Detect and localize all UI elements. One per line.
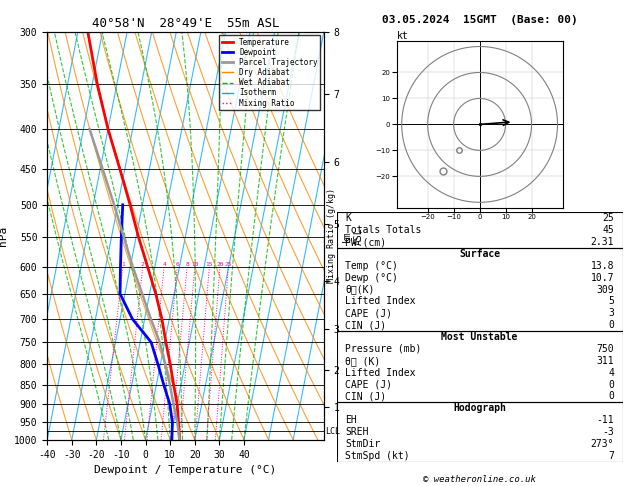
Text: 2: 2 <box>141 261 145 267</box>
Text: Dewp (°C): Dewp (°C) <box>345 273 398 283</box>
Text: Totals Totals: Totals Totals <box>345 225 421 235</box>
Text: 4: 4 <box>162 261 166 267</box>
Text: Mixing Ratio (g/kg): Mixing Ratio (g/kg) <box>327 188 336 283</box>
Text: θᴇ (K): θᴇ (K) <box>345 356 381 366</box>
Text: CAPE (J): CAPE (J) <box>345 308 392 318</box>
Text: K: K <box>345 213 351 224</box>
Text: -3: -3 <box>603 427 614 437</box>
Legend: Temperature, Dewpoint, Parcel Trajectory, Dry Adiabat, Wet Adiabat, Isotherm, Mi: Temperature, Dewpoint, Parcel Trajectory… <box>220 35 320 110</box>
Bar <box>337 331 623 402</box>
Text: 25: 25 <box>603 213 614 224</box>
Text: 20: 20 <box>216 261 224 267</box>
Text: 1: 1 <box>121 261 125 267</box>
Text: 3: 3 <box>608 308 614 318</box>
Text: 15: 15 <box>206 261 213 267</box>
Y-axis label: hPa: hPa <box>0 226 8 246</box>
Text: 0: 0 <box>608 320 614 330</box>
Text: 273°: 273° <box>591 439 614 449</box>
Text: 750: 750 <box>596 344 614 354</box>
Bar <box>337 402 623 462</box>
X-axis label: Dewpoint / Temperature (°C): Dewpoint / Temperature (°C) <box>94 465 277 475</box>
Text: 309: 309 <box>596 284 614 295</box>
Text: CAPE (J): CAPE (J) <box>345 380 392 390</box>
Text: 25: 25 <box>225 261 232 267</box>
Text: Lifted Index: Lifted Index <box>345 296 416 307</box>
Text: 0: 0 <box>608 391 614 401</box>
Text: 5: 5 <box>608 296 614 307</box>
Text: EH: EH <box>345 415 357 425</box>
Text: StmSpd (kt): StmSpd (kt) <box>345 451 409 461</box>
Text: -11: -11 <box>596 415 614 425</box>
Text: PW (cm): PW (cm) <box>345 237 386 247</box>
Text: CIN (J): CIN (J) <box>345 320 386 330</box>
Bar <box>337 212 623 248</box>
Text: 03.05.2024  15GMT  (Base: 00): 03.05.2024 15GMT (Base: 00) <box>382 15 577 25</box>
Text: Hodograph: Hodograph <box>453 403 506 413</box>
Text: Lifted Index: Lifted Index <box>345 367 416 378</box>
Text: © weatheronline.co.uk: © weatheronline.co.uk <box>423 474 536 484</box>
Text: 13.8: 13.8 <box>591 261 614 271</box>
Text: 2.31: 2.31 <box>591 237 614 247</box>
Text: θᴇ(K): θᴇ(K) <box>345 284 374 295</box>
Text: Temp (°C): Temp (°C) <box>345 261 398 271</box>
Text: 10: 10 <box>191 261 199 267</box>
Text: 10.7: 10.7 <box>591 273 614 283</box>
Text: Most Unstable: Most Unstable <box>442 332 518 342</box>
Text: Surface: Surface <box>459 249 500 259</box>
Text: 8: 8 <box>185 261 189 267</box>
Text: StmDir: StmDir <box>345 439 381 449</box>
Text: LCL: LCL <box>325 427 340 436</box>
Text: SREH: SREH <box>345 427 369 437</box>
Y-axis label: km
ASL: km ASL <box>342 227 364 244</box>
Text: kt: kt <box>396 31 408 41</box>
Text: 7: 7 <box>608 451 614 461</box>
Text: 4: 4 <box>608 367 614 378</box>
Text: CIN (J): CIN (J) <box>345 391 386 401</box>
Bar <box>337 248 623 331</box>
Text: 0: 0 <box>608 380 614 390</box>
Text: 6: 6 <box>175 261 179 267</box>
Text: 311: 311 <box>596 356 614 366</box>
Text: Pressure (mb): Pressure (mb) <box>345 344 421 354</box>
Title: 40°58'N  28°49'E  55m ASL: 40°58'N 28°49'E 55m ASL <box>92 17 279 31</box>
Text: 45: 45 <box>603 225 614 235</box>
